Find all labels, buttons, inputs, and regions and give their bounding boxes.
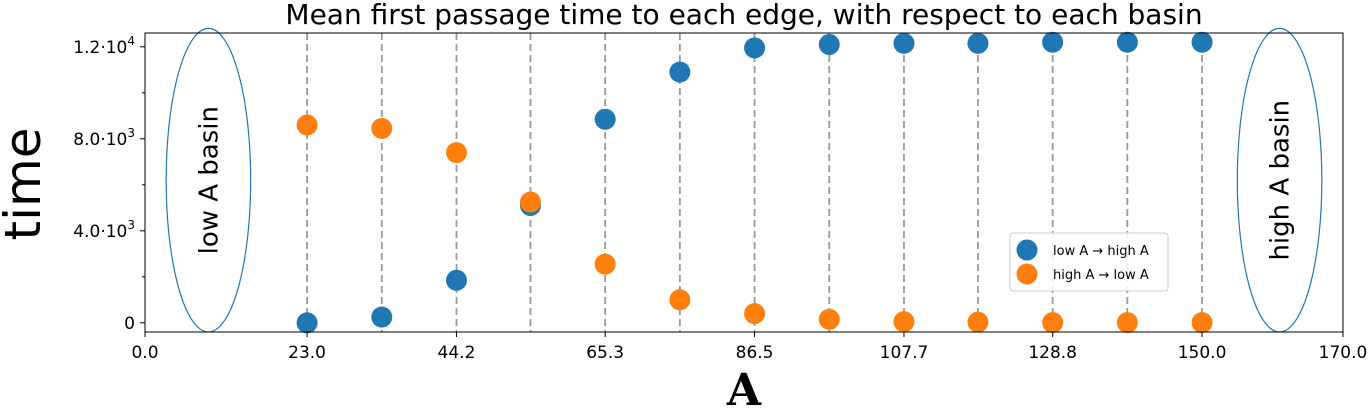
x-tick-label-1: 23.0	[288, 343, 326, 363]
point-series1-1	[371, 117, 393, 139]
point-series0-7	[818, 34, 840, 55]
point-series1-0	[296, 114, 318, 136]
point-series0-6	[744, 37, 766, 59]
point-series1-6	[744, 303, 766, 325]
plot-border	[144, 32, 1344, 333]
y-tick-label-0: 0	[124, 314, 135, 334]
legend-label-0: low A → high A	[1053, 244, 1149, 259]
x-tick-label-5: 107.7	[880, 343, 929, 363]
x-tick-label-4: 86.5	[736, 343, 774, 363]
y-tick-label-3: 1.2·104	[73, 34, 135, 58]
point-series1-11	[1116, 312, 1138, 334]
basin-label-0: low A basin	[194, 106, 224, 254]
point-series1-5	[669, 289, 691, 311]
y-axis-label: time	[0, 128, 52, 241]
x-tick-label-6: 128.8	[1028, 343, 1077, 363]
x-tick-label-2: 44.2	[438, 343, 476, 363]
legend: low A → high A high A → low A	[1009, 232, 1169, 292]
point-series0-12	[1191, 31, 1213, 53]
x-tick-label-7: 150.0	[1178, 343, 1227, 363]
point-series0-0	[296, 312, 318, 334]
x-tick-label-0: 0.0	[131, 343, 158, 363]
legend-label-1: high A → low A	[1053, 268, 1149, 283]
point-series0-2	[445, 269, 467, 291]
point-series1-3	[519, 191, 541, 213]
legend-marker-1	[1016, 263, 1038, 285]
plot-area: low A basin high A basin	[144, 27, 1344, 334]
y-tick-label-2: 8.0·103	[73, 126, 135, 150]
point-series0-10	[1042, 31, 1064, 53]
point-series0-9	[967, 32, 989, 54]
point-series0-4	[594, 108, 616, 130]
vertical-guide-lines	[306, 33, 1203, 332]
point-series0-1	[371, 306, 393, 328]
point-series0-5	[669, 61, 691, 83]
legend-frame	[1009, 232, 1169, 292]
y-axis: 0 4.0·103 8.0·103 1.2·104	[73, 34, 145, 334]
point-series1-4	[594, 253, 616, 275]
x-tick-label-8: 170.0	[1319, 343, 1368, 363]
basin-label-1: high A basin	[1266, 100, 1296, 261]
x-axis: 0.0 23.0 44.2 65.3 86.5 107.7 128.8 150.0 170.0	[131, 332, 1367, 363]
x-axis-label: A	[726, 365, 762, 415]
chart-title: Mean first passage time to each edge, wi…	[285, 0, 1202, 31]
point-series1-7	[818, 308, 840, 330]
x-tick-label-3: 65.3	[586, 343, 624, 363]
legend-marker-0	[1016, 239, 1038, 261]
point-series1-2	[445, 142, 467, 164]
data-points	[296, 31, 1213, 334]
point-series1-12	[1191, 312, 1213, 334]
point-series0-8	[893, 32, 915, 54]
y-tick-label-1: 4.0·103	[73, 218, 135, 242]
point-series1-9	[967, 311, 989, 333]
point-series1-8	[893, 311, 915, 333]
point-series0-11	[1116, 31, 1138, 53]
point-series1-10	[1042, 312, 1064, 334]
